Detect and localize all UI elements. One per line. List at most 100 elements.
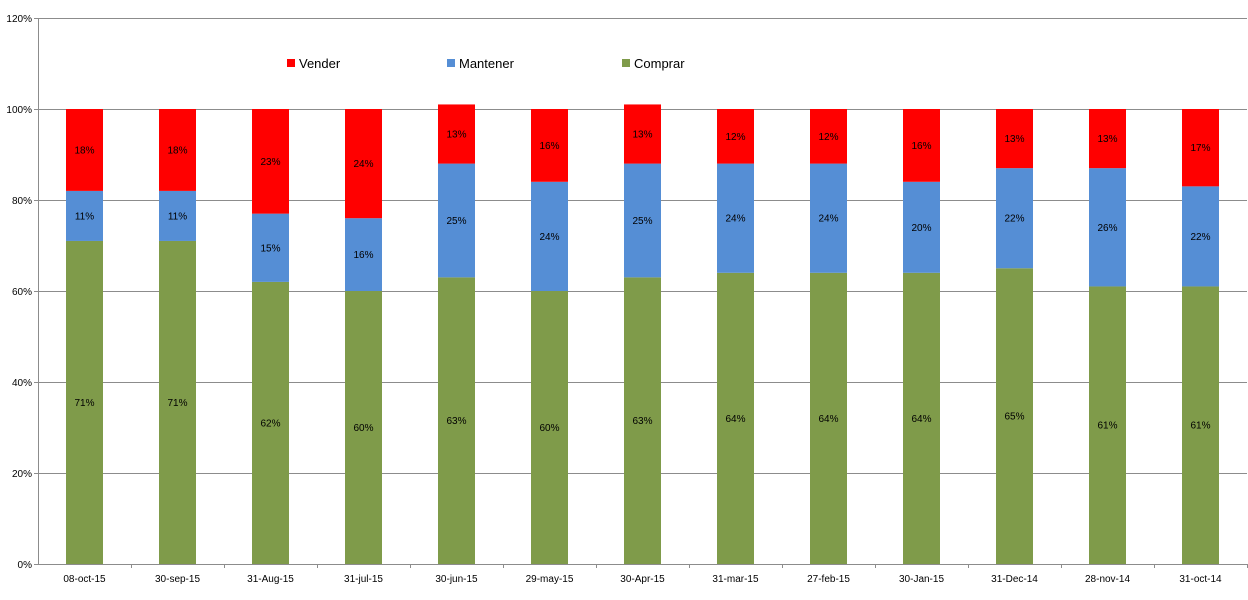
- x-tick-label: 27-feb-15: [807, 574, 850, 585]
- bar-segment-comprar: [438, 277, 475, 564]
- bar-segment-comprar: [1089, 286, 1126, 564]
- x-tick-label: 30-Jan-15: [899, 574, 944, 585]
- x-tick-label: 30-sep-15: [155, 574, 200, 585]
- data-label: 11%: [168, 211, 187, 222]
- bar-segment-vender: [66, 109, 103, 191]
- bar-segment-comprar: [996, 268, 1033, 564]
- data-label: 60%: [539, 423, 559, 434]
- legend-label-comprar: Comprar: [634, 56, 685, 71]
- bar-segment-comprar: [66, 240, 103, 564]
- data-label: 63%: [632, 416, 652, 427]
- bar-segment-mantener: [717, 163, 754, 273]
- legend-swatch-vender: [287, 59, 295, 67]
- bar-segment-comprar: [159, 240, 196, 564]
- bar-segment-comprar: [903, 272, 940, 564]
- bar-segment-mantener: [66, 190, 103, 241]
- data-label: 64%: [818, 414, 838, 425]
- data-label: 26%: [1097, 223, 1117, 234]
- data-label: 11%: [75, 211, 94, 222]
- x-tick-label: 30-jun-15: [435, 574, 478, 585]
- bar-segment-vender: [996, 109, 1033, 169]
- x-tick-label: 30-Apr-15: [620, 574, 665, 585]
- data-label: 13%: [446, 130, 466, 141]
- data-label: 71%: [74, 398, 94, 409]
- data-label: 22%: [1004, 214, 1024, 225]
- bar-segment-vender: [717, 109, 754, 164]
- bar-segment-comprar: [252, 281, 289, 564]
- legend-label-mantener: Mantener: [459, 56, 515, 71]
- bar-segment-mantener: [996, 168, 1033, 269]
- y-tick-label: 80%: [12, 196, 32, 207]
- data-label: 25%: [446, 216, 466, 227]
- bar-segment-vender: [810, 109, 847, 164]
- bar-segment-vender: [1089, 109, 1126, 169]
- y-tick-label: 60%: [12, 287, 32, 298]
- bar-segment-mantener: [438, 163, 475, 278]
- bar-segment-vender: [159, 109, 196, 191]
- bar-segment-mantener: [252, 213, 289, 282]
- bar-segment-comprar: [1182, 286, 1219, 564]
- data-label: 16%: [353, 250, 373, 261]
- bar-segment-vender: [903, 109, 940, 182]
- bar-segment-comprar: [624, 277, 661, 564]
- data-label: 65%: [1004, 412, 1024, 423]
- data-label: 71%: [167, 398, 187, 409]
- bar-segment-vender: [438, 104, 475, 164]
- bar-segment-vender: [624, 104, 661, 164]
- bar-segment-mantener: [1089, 168, 1126, 287]
- x-tick-label: 31-jul-15: [344, 574, 383, 585]
- bar-segment-vender: [252, 109, 289, 214]
- x-tick-label: 08-oct-15: [63, 574, 106, 585]
- data-label: 18%: [74, 145, 94, 156]
- bar-segment-comprar: [345, 291, 382, 564]
- data-label: 62%: [260, 418, 280, 429]
- bar-segment-mantener: [903, 181, 940, 273]
- data-label: 23%: [260, 157, 280, 168]
- data-label: 12%: [725, 132, 745, 143]
- legend-swatch-comprar: [622, 59, 630, 67]
- bar-segment-vender: [345, 109, 382, 219]
- bar-segment-vender: [531, 109, 568, 182]
- x-tick-label: 28-nov-14: [1085, 574, 1130, 585]
- y-tick-label: 100%: [6, 105, 32, 116]
- data-label: 15%: [260, 243, 280, 254]
- data-label: 12%: [818, 132, 838, 143]
- bar-segment-mantener: [159, 190, 196, 241]
- data-label: 64%: [725, 414, 745, 425]
- x-tick-label: 31-Aug-15: [247, 574, 294, 585]
- data-label: 24%: [353, 159, 373, 170]
- legend-swatch-mantener: [447, 59, 455, 67]
- data-label: 13%: [1004, 134, 1024, 145]
- x-tick-label: 31-mar-15: [712, 574, 759, 585]
- data-label: 64%: [911, 414, 931, 425]
- data-label: 17%: [1190, 143, 1210, 154]
- data-label: 13%: [1097, 134, 1117, 145]
- bar-segment-vender: [1182, 109, 1219, 187]
- data-label: 24%: [539, 232, 559, 243]
- data-label: 20%: [911, 223, 931, 234]
- bar-segment-mantener: [345, 218, 382, 291]
- bar-segment-mantener: [1182, 186, 1219, 287]
- data-label: 22%: [1190, 232, 1210, 243]
- bar-segment-mantener: [810, 163, 847, 273]
- data-label: 61%: [1097, 421, 1117, 432]
- y-tick-label: 120%: [6, 14, 32, 25]
- data-label: 25%: [632, 216, 652, 227]
- bar-segment-mantener: [531, 181, 568, 291]
- data-label: 24%: [818, 214, 838, 225]
- data-label: 13%: [632, 130, 652, 141]
- x-tick-label: 29-may-15: [526, 574, 574, 585]
- bar-segment-comprar: [531, 291, 568, 564]
- data-label: 60%: [353, 423, 373, 434]
- bar-segment-mantener: [624, 163, 661, 278]
- data-label: 63%: [446, 416, 466, 427]
- y-tick-label: 0%: [18, 560, 33, 571]
- data-label: 61%: [1190, 421, 1210, 432]
- data-label: 18%: [167, 145, 187, 156]
- legend-label-vender: Vender: [299, 56, 341, 71]
- bar-segment-comprar: [810, 272, 847, 564]
- data-label: 16%: [911, 141, 931, 152]
- y-tick-label: 20%: [12, 469, 32, 480]
